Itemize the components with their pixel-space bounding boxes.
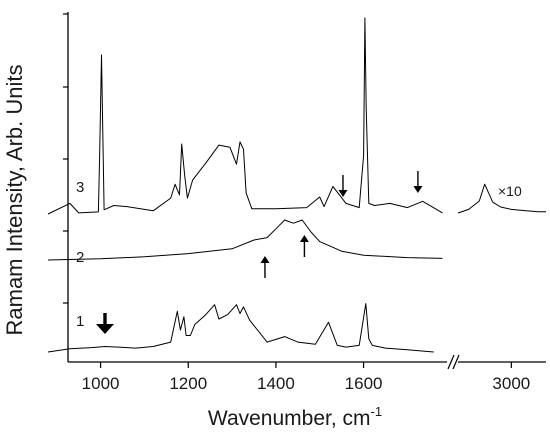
peak-arrow-head bbox=[260, 256, 270, 263]
series-3-line bbox=[47, 17, 443, 215]
peak-arrow-head bbox=[95, 324, 114, 334]
y-axis-title: Ramam Intensity, Arb. Units bbox=[2, 64, 27, 335]
x-tick-label: 1600 bbox=[345, 374, 383, 393]
peak-arrow-head bbox=[413, 186, 423, 193]
series-4-line bbox=[457, 183, 546, 214]
x-tick-label: 1000 bbox=[82, 374, 120, 393]
x-tick-label: 1400 bbox=[257, 374, 295, 393]
x-tick-label: 1200 bbox=[169, 374, 207, 393]
x-axis-title-superscript: -1 bbox=[371, 404, 383, 419]
axis-break-mark bbox=[447, 354, 455, 370]
series-label-3: 3 bbox=[76, 179, 84, 196]
series-label-1: 1 bbox=[76, 313, 84, 330]
x-axis-title-text: Wavenumber, cm bbox=[208, 407, 371, 430]
axis-break-mark bbox=[452, 354, 460, 370]
series-label-2: 2 bbox=[76, 249, 84, 266]
spectra bbox=[47, 17, 546, 353]
series-2-line bbox=[47, 219, 443, 261]
series-1-line bbox=[47, 303, 434, 353]
x-tick-label: 3000 bbox=[492, 374, 530, 393]
peak-arrow-head bbox=[299, 235, 309, 242]
peak-arrows bbox=[95, 171, 423, 334]
x-axis-title: Wavenumber, cm-1 bbox=[208, 404, 382, 430]
peak-arrow-head bbox=[338, 190, 348, 197]
scale-factor-label: ×10 bbox=[498, 183, 522, 199]
x-ticks: 1000 1200 1400 1600 3000 bbox=[82, 362, 530, 393]
